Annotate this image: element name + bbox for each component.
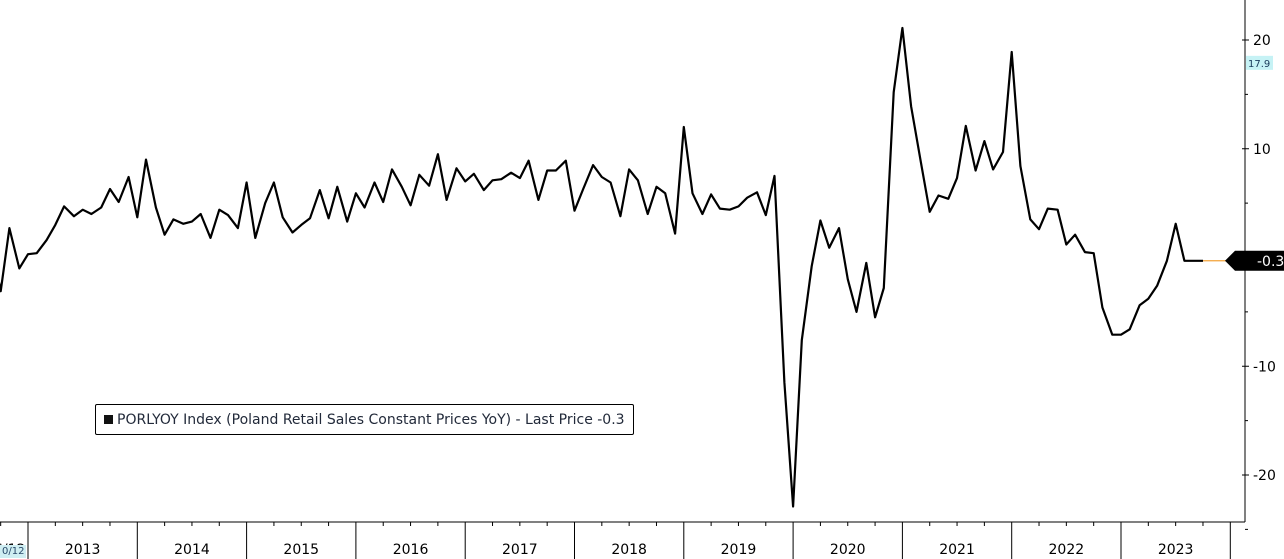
last-price-tag: [1225, 250, 1284, 271]
chart-legend: PORLYOY Index (Poland Retail Sales Const…: [95, 404, 634, 435]
marker-label-bg: [1246, 55, 1273, 70]
x-tick-label: 2021: [939, 542, 975, 558]
x-tick-label: 2014: [174, 542, 210, 558]
y-tick-label: 20: [1253, 33, 1271, 49]
x-tick-label: 2013: [65, 542, 101, 558]
corner-badge: 0/12: [0, 545, 27, 558]
x-tick-label: 2023: [1158, 542, 1194, 558]
x-tick-label: 2020: [830, 542, 866, 558]
legend-swatch: [104, 415, 113, 424]
y-tick-label: -10: [1253, 359, 1276, 375]
legend-text: PORLYOY Index (Poland Retail Sales Const…: [117, 411, 625, 428]
y-tick-label: 10: [1253, 142, 1271, 158]
x-tick-label: 2018: [611, 542, 647, 558]
x-tick-label: 2022: [1049, 542, 1085, 558]
x-tick-label: 2015: [283, 542, 319, 558]
x-tick-label: 2016: [393, 542, 429, 558]
last-price-tag-label: -0.3: [1257, 254, 1284, 270]
x-tick-label: 2019: [721, 542, 757, 558]
marker-label: 17.9: [1248, 59, 1270, 70]
x-tick-label: 2017: [502, 542, 538, 558]
y-tick-label: -20: [1253, 468, 1276, 484]
series-line-0: [0, 26, 1203, 508]
